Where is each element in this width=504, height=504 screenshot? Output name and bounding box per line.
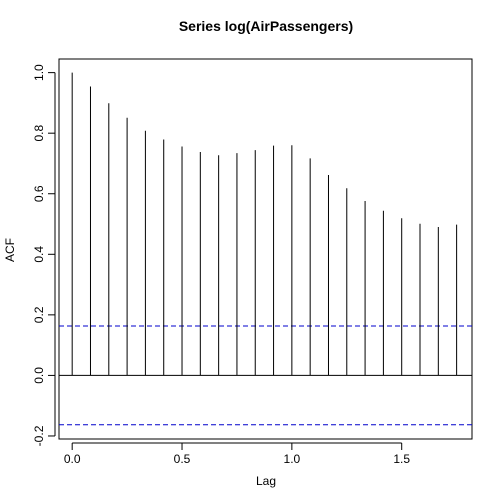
x-tick-label: 0.5 — [174, 452, 191, 466]
x-axis-label: Lag — [256, 474, 276, 488]
x-tick-label: 1.0 — [284, 452, 301, 466]
y-axis-label: ACF — [3, 238, 17, 262]
y-tick-label: -0.2 — [32, 425, 46, 446]
y-tick-label: 1.0 — [32, 64, 46, 81]
y-tick-label: 0.6 — [32, 185, 46, 202]
y-tick-label: 0.4 — [32, 246, 46, 263]
x-tick-label: 0.0 — [64, 452, 81, 466]
chart-title: Series log(AirPassengers) — [179, 18, 353, 34]
y-tick-label: 0.0 — [32, 367, 46, 384]
y-tick-label: 0.8 — [32, 125, 46, 142]
y-tick-label: 0.2 — [32, 306, 46, 323]
plot-frame — [58, 58, 473, 440]
plot-area: 0.0 0.5 1.0 1.5 -0.2 0.0 0.2 0.4 0.6 0.8 1.0 — [32, 58, 473, 466]
x-tick-label: 1.5 — [393, 452, 410, 466]
